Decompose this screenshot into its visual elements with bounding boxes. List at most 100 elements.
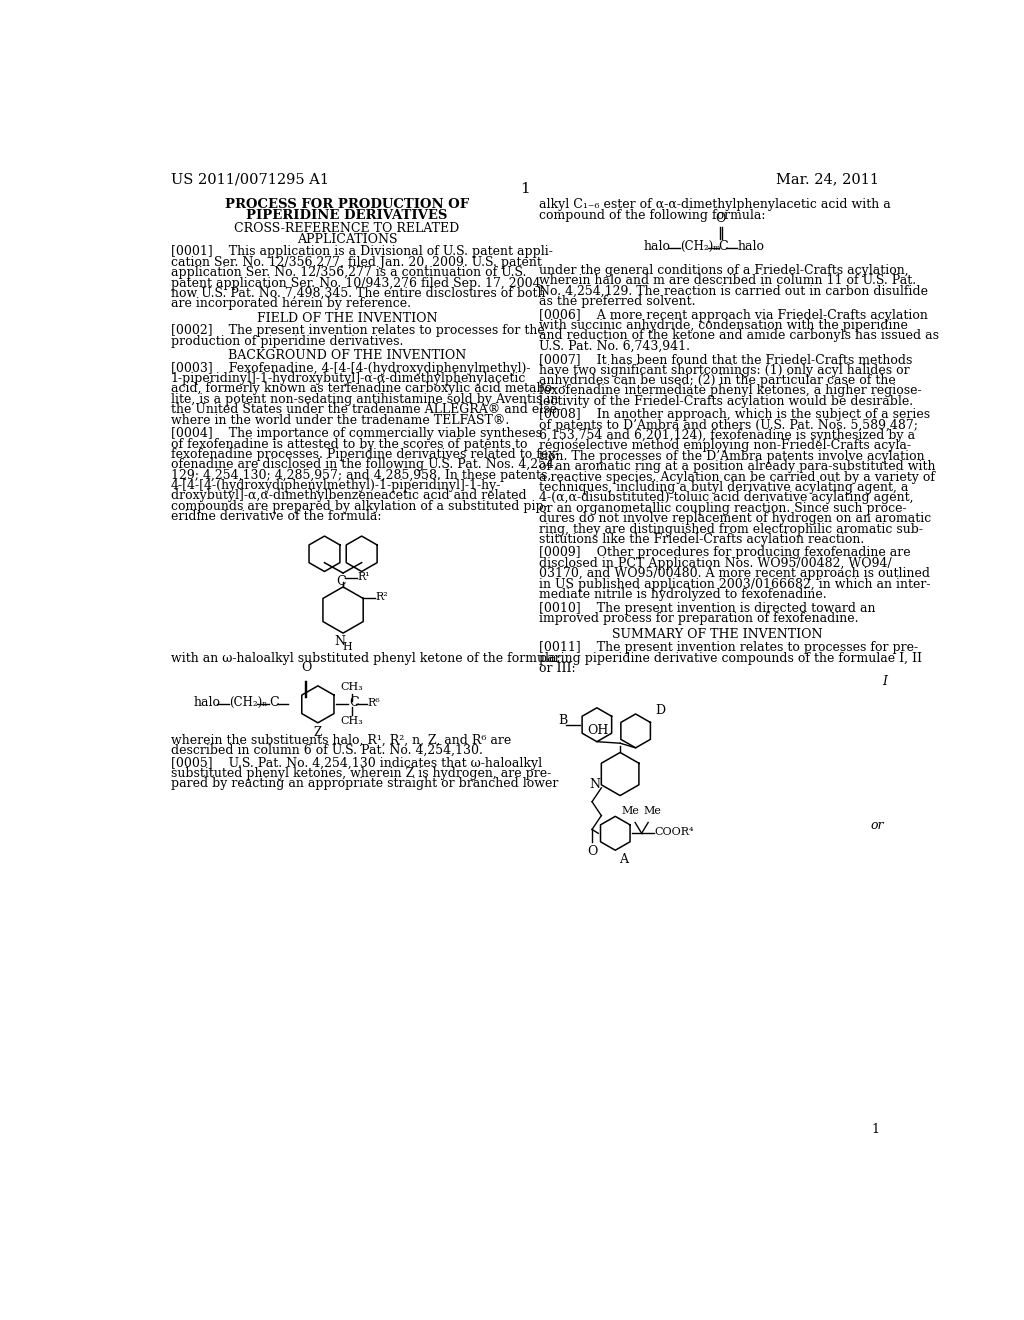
Text: U.S. Pat. No. 6,743,941.: U.S. Pat. No. 6,743,941. xyxy=(539,339,690,352)
Text: CH₃: CH₃ xyxy=(341,682,364,693)
Text: of an aromatic ring at a position already para-substituted with: of an aromatic ring at a position alread… xyxy=(539,461,935,474)
Text: N: N xyxy=(335,635,345,648)
Text: paring piperidine derivative compounds of the formulae I, II: paring piperidine derivative compounds o… xyxy=(539,652,922,664)
Text: [0005]    U.S. Pat. No. 4,254,130 indicates that ω-haloalkyl: [0005] U.S. Pat. No. 4,254,130 indicates… xyxy=(171,756,542,770)
Text: (CH₂)ₙ: (CH₂)ₙ xyxy=(228,696,267,709)
Text: A: A xyxy=(620,853,628,866)
Text: where in the world under the tradename TELFAST®.: where in the world under the tradename T… xyxy=(171,413,509,426)
Text: stitutions like the Friedel-Crafts acylation reaction.: stitutions like the Friedel-Crafts acyla… xyxy=(539,533,864,546)
Text: C: C xyxy=(336,574,345,587)
Text: with succinic anhydride, condensation with the piperidine: with succinic anhydride, condensation wi… xyxy=(539,319,907,331)
Text: halo: halo xyxy=(194,696,221,709)
Text: O: O xyxy=(587,845,597,858)
Text: (CH₂)ₘ: (CH₂)ₘ xyxy=(680,240,720,253)
Text: B: B xyxy=(558,714,567,727)
Text: halo: halo xyxy=(643,240,671,253)
Text: R¹: R¹ xyxy=(357,572,371,582)
Text: techniques, including a butyl derivative acylating agent, a: techniques, including a butyl derivative… xyxy=(539,480,908,494)
Text: or III:: or III: xyxy=(539,663,575,675)
Text: [0003]    Fexofenadine, 4-[4-[4-(hydroxydiphenylmethyl)-: [0003] Fexofenadine, 4-[4-[4-(hydroxydip… xyxy=(171,362,530,375)
Text: droxybutyl]-α,α-dimethylbenzeneacetic acid and related: droxybutyl]-α,α-dimethylbenzeneacetic ac… xyxy=(171,490,526,503)
Text: and reduction of the ketone and amide carbonyls has issued as: and reduction of the ketone and amide ca… xyxy=(539,330,939,342)
Text: described in column 6 of U.S. Pat. No. 4,254,130.: described in column 6 of U.S. Pat. No. 4… xyxy=(171,744,482,756)
Text: 1-piperidinyl]-1-hydroxybutyl]-α-α-dimethylphenylacetic: 1-piperidinyl]-1-hydroxybutyl]-α-α-dimet… xyxy=(171,372,526,385)
Text: dures do not involve replacement of hydrogen on an aromatic: dures do not involve replacement of hydr… xyxy=(539,512,931,525)
Text: I: I xyxy=(883,675,888,688)
Text: cation Ser. No. 12/356,277, filed Jan. 20, 2009. U.S. patent: cation Ser. No. 12/356,277, filed Jan. 2… xyxy=(171,256,542,269)
Text: R⁶: R⁶ xyxy=(368,698,380,708)
Text: Mar. 24, 2011: Mar. 24, 2011 xyxy=(776,173,879,186)
Text: as the preferred solvent.: as the preferred solvent. xyxy=(539,296,695,308)
Text: wherein the substituents halo, R¹, R², n, Z, and R⁶ are: wherein the substituents halo, R¹, R², n… xyxy=(171,734,511,747)
Text: H: H xyxy=(342,643,352,652)
Text: D: D xyxy=(655,704,666,717)
Text: acid, formerly known as terfenadine carboxylic acid metabo-: acid, formerly known as terfenadine carb… xyxy=(171,383,556,396)
Text: regioselective method employing non-Friedel-Crafts acyla-: regioselective method employing non-Frie… xyxy=(539,440,910,453)
Text: application Ser. No. 12/356,277 is a continuation of U.S.: application Ser. No. 12/356,277 is a con… xyxy=(171,267,526,280)
Text: with an ω-haloalkyl substituted phenyl ketone of the formula:: with an ω-haloalkyl substituted phenyl k… xyxy=(171,652,560,664)
Text: or an organometallic coupling reaction. Since such proce-: or an organometallic coupling reaction. … xyxy=(539,502,906,515)
Text: O: O xyxy=(716,213,726,226)
Text: patent application Ser. No. 10/943,276 filed Sep. 17, 2004,: patent application Ser. No. 10/943,276 f… xyxy=(171,277,544,289)
Text: lite, is a potent non-sedating antihistamine sold by Aventis in: lite, is a potent non-sedating antihista… xyxy=(171,393,558,405)
Text: ofenadine are disclosed in the following U.S. Pat. Nos. 4,254,: ofenadine are disclosed in the following… xyxy=(171,458,557,471)
Text: fexofenadine intermediate phenyl ketones, a higher regiose-: fexofenadine intermediate phenyl ketones… xyxy=(539,384,922,397)
Text: Me: Me xyxy=(644,807,662,816)
Text: anhydrides can be used; (2) in the particular case of the: anhydrides can be used; (2) in the parti… xyxy=(539,374,896,387)
Text: FIELD OF THE INVENTION: FIELD OF THE INVENTION xyxy=(257,312,437,325)
Text: fexofenadine processes. Piperidine derivatives related to fex-: fexofenadine processes. Piperidine deriv… xyxy=(171,447,559,461)
Text: 4-(α,α-disubstituted)-toluic acid derivative acylating agent,: 4-(α,α-disubstituted)-toluic acid deriva… xyxy=(539,491,913,504)
Text: the United States under the tradename ALLEGRA® and else-: the United States under the tradename AL… xyxy=(171,404,561,416)
Text: US 2011/0071295 A1: US 2011/0071295 A1 xyxy=(171,173,329,186)
Text: APPLICATIONS: APPLICATIONS xyxy=(297,232,397,246)
Text: of patents to D’Ambra and others (U.S. Pat. Nos. 5,589,487;: of patents to D’Ambra and others (U.S. P… xyxy=(539,418,918,432)
Text: Z: Z xyxy=(313,726,322,739)
Text: lectivity of the Friedel-Crafts acylation would be desirable.: lectivity of the Friedel-Crafts acylatio… xyxy=(539,395,912,408)
Text: [0002]    The present invention relates to processes for the: [0002] The present invention relates to … xyxy=(171,325,545,338)
Text: 129; 4,254,130; 4,285,957; and 4,285,958. In these patents,: 129; 4,254,130; 4,285,957; and 4,285,958… xyxy=(171,469,551,482)
Text: COOR⁴: COOR⁴ xyxy=(654,826,693,837)
Text: production of piperidine derivatives.: production of piperidine derivatives. xyxy=(171,335,403,347)
Text: [0008]    In another approach, which is the subject of a series: [0008] In another approach, which is the… xyxy=(539,408,930,421)
Text: [0007]    It has been found that the Friedel-Crafts methods: [0007] It has been found that the Friede… xyxy=(539,354,912,366)
Text: improved process for preparation of fexofenadine.: improved process for preparation of fexo… xyxy=(539,612,858,624)
Text: 1: 1 xyxy=(520,182,529,195)
Text: are incorporated herein by reference.: are incorporated herein by reference. xyxy=(171,297,411,310)
Text: O: O xyxy=(301,660,311,673)
Text: Me: Me xyxy=(622,807,639,816)
Text: compounds are prepared by alkylation of a substituted pip-: compounds are prepared by alkylation of … xyxy=(171,500,548,513)
Text: R²: R² xyxy=(376,591,388,602)
Text: have two significant shortcomings: (1) only acyl halides or: have two significant shortcomings: (1) o… xyxy=(539,363,909,376)
Text: tion. The processes of the D’Ambra patents involve acylation: tion. The processes of the D’Ambra paten… xyxy=(539,450,925,463)
Text: 1: 1 xyxy=(871,1123,879,1137)
Text: 6,153,754 and 6,201,124), fexofenadine is synthesized by a: 6,153,754 and 6,201,124), fexofenadine i… xyxy=(539,429,914,442)
Text: OH: OH xyxy=(587,725,608,738)
Text: N: N xyxy=(590,779,601,791)
Text: [0004]    The importance of commercially viable syntheses: [0004] The importance of commercially vi… xyxy=(171,428,542,440)
Text: pared by reacting an appropriate straight or branched lower: pared by reacting an appropriate straigh… xyxy=(171,777,558,791)
Text: PIPERIDINE DERIVATIVES: PIPERIDINE DERIVATIVES xyxy=(246,209,447,222)
Text: [0006]    A more recent approach via Friedel-Crafts acylation: [0006] A more recent approach via Friede… xyxy=(539,309,928,322)
Text: mediate nitrile is hydrolyzed to fexofenadine.: mediate nitrile is hydrolyzed to fexofen… xyxy=(539,589,826,601)
Text: SUMMARY OF THE INVENTION: SUMMARY OF THE INVENTION xyxy=(611,628,822,642)
Text: of fexofenadine is attested to by the scores of patents to: of fexofenadine is attested to by the sc… xyxy=(171,437,527,450)
Text: BACKGROUND OF THE INVENTION: BACKGROUND OF THE INVENTION xyxy=(227,348,466,362)
Text: 03170, and WO95/00480. A more recent approach is outlined: 03170, and WO95/00480. A more recent app… xyxy=(539,568,930,581)
Text: PROCESS FOR PRODUCTION OF: PROCESS FOR PRODUCTION OF xyxy=(225,198,469,211)
Text: compound of the following formula:: compound of the following formula: xyxy=(539,209,765,222)
Text: CROSS-REFERENCE TO RELATED: CROSS-REFERENCE TO RELATED xyxy=(234,222,460,235)
Text: CH₃: CH₃ xyxy=(341,717,364,726)
Text: No. 4,254,129. The reaction is carried out in carbon disulfide: No. 4,254,129. The reaction is carried o… xyxy=(539,285,928,298)
Text: [0001]    This application is a Divisional of U.S. patent appli-: [0001] This application is a Divisional … xyxy=(171,246,553,259)
Text: 4-[4-[4-(hydroxydiphenylmethyl)-1-piperidinyl]-1-hy-: 4-[4-[4-(hydroxydiphenylmethyl)-1-piperi… xyxy=(171,479,501,492)
Text: substituted phenyl ketones, wherein Z is hydrogen, are pre-: substituted phenyl ketones, wherein Z is… xyxy=(171,767,551,780)
Text: under the general conditions of a Friedel-Crafts acylation,: under the general conditions of a Friede… xyxy=(539,264,908,277)
Text: alkyl C₁₋₆ ester of α-α-dimethylphenylacetic acid with a: alkyl C₁₋₆ ester of α-α-dimethylphenylac… xyxy=(539,198,891,211)
Text: disclosed in PCT Application Nos. WO95/00482, WO94/: disclosed in PCT Application Nos. WO95/0… xyxy=(539,557,892,570)
Text: [0011]    The present invention relates to processes for pre-: [0011] The present invention relates to … xyxy=(539,642,918,655)
Text: [0010]    The present invention is directed toward an: [0010] The present invention is directed… xyxy=(539,602,876,615)
Text: or: or xyxy=(870,820,884,832)
Text: C: C xyxy=(349,696,358,709)
Text: wherein halo and m are described in column 11 of U.S. Pat.: wherein halo and m are described in colu… xyxy=(539,275,915,288)
Text: C: C xyxy=(269,696,279,709)
